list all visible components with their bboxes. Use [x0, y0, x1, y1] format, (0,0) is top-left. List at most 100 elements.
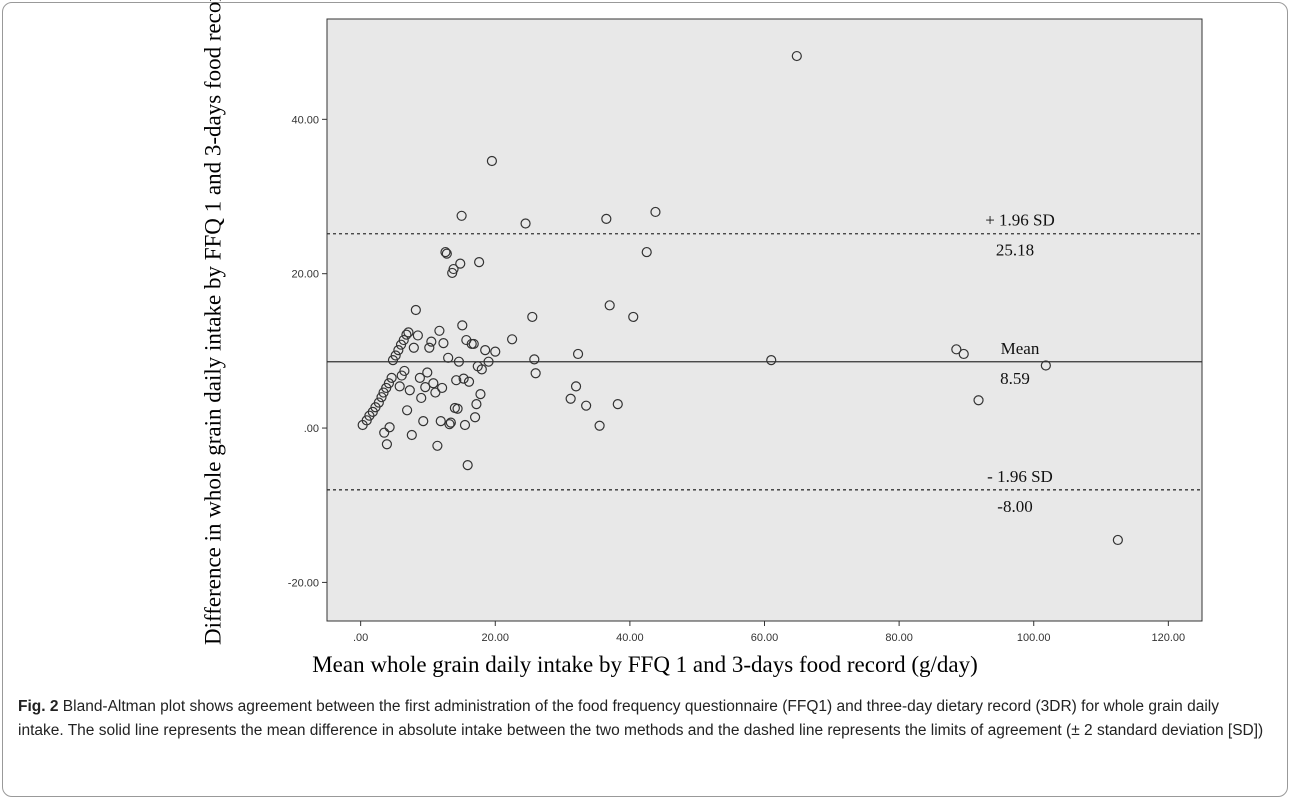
data-point	[530, 368, 541, 379]
y-tick-label: -20.00	[288, 577, 319, 589]
reference-line-name: Mean	[1001, 339, 1040, 358]
x-axis-title: Mean whole grain daily intake by FFQ 1 a…	[312, 652, 978, 677]
x-tick-label: 100.00	[1017, 632, 1051, 644]
data-point	[483, 356, 494, 367]
data-point	[486, 155, 498, 167]
x-tick-label: .00	[353, 632, 368, 644]
data-point	[604, 300, 615, 311]
data-point	[490, 346, 501, 357]
data-point	[471, 399, 482, 410]
data-point	[420, 382, 431, 393]
data-point	[422, 367, 433, 378]
data-point	[412, 330, 423, 341]
data-point	[436, 382, 448, 394]
data-point	[570, 381, 582, 392]
data-point	[612, 399, 623, 410]
y-tick-label: .00	[304, 423, 319, 435]
data-point	[475, 388, 486, 400]
data-point	[432, 440, 443, 451]
data-point	[452, 403, 463, 414]
caption-text: Bland-Altman plot shows agreement betwee…	[18, 698, 1264, 739]
reference-line-name: + 1.96 SD	[985, 211, 1055, 230]
data-point	[408, 342, 419, 353]
y-axis: -20.00 .00 20.00 40.00	[288, 114, 327, 589]
data-point	[403, 327, 414, 338]
data-point	[434, 325, 445, 336]
data-point	[476, 364, 487, 375]
data-point	[469, 412, 481, 423]
data-point	[435, 416, 446, 427]
data-point	[440, 246, 451, 258]
data-point	[791, 50, 802, 62]
data-point	[958, 348, 969, 360]
data-point	[383, 378, 395, 389]
data-point	[459, 419, 471, 431]
x-tick-label: 80.00	[885, 632, 913, 644]
data-point	[594, 420, 605, 431]
data-point	[474, 257, 485, 268]
data-point	[457, 320, 468, 331]
x-tick-label: 120.00	[1152, 632, 1186, 644]
data-point	[565, 393, 576, 404]
reference-line-value: 8.59	[1000, 369, 1030, 388]
x-tick-label: 60.00	[751, 632, 779, 644]
data-point	[455, 258, 466, 269]
data-point	[398, 334, 409, 346]
data-point	[401, 329, 412, 340]
data-point	[414, 372, 425, 383]
data-point	[572, 348, 584, 360]
data-point	[424, 342, 435, 353]
data-point	[418, 416, 429, 427]
data-point	[453, 356, 465, 367]
data-point	[394, 381, 405, 392]
data-point	[443, 352, 454, 363]
reference-line-name: - 1.96 SD	[987, 467, 1053, 486]
data-point	[456, 210, 467, 221]
data-point	[468, 338, 479, 350]
y-axis-title: Difference in whole grain daily intake b…	[200, 0, 226, 645]
data-point	[601, 213, 612, 224]
data-point	[373, 397, 384, 408]
data-point	[404, 385, 415, 396]
data-point	[444, 419, 455, 430]
data-point	[628, 311, 639, 323]
data-point	[520, 218, 531, 229]
data-point	[766, 355, 777, 366]
data-point	[951, 344, 962, 355]
data-point	[410, 304, 421, 316]
data-point	[527, 311, 538, 323]
data-point	[451, 375, 462, 386]
x-axis: .00 20.00 40.00 60.00 80.00 100.00 120.00	[353, 621, 1185, 644]
data-point	[480, 345, 491, 356]
data-point	[463, 376, 475, 387]
reference-line-value: -8.00	[997, 497, 1032, 516]
data-point	[386, 372, 397, 383]
data-point	[390, 350, 401, 361]
reference-line-labels: + 1.96 SD 25.18 Mean 8.59 - 1.96 SD -8.00	[985, 211, 1055, 516]
x-tick-label: 40.00	[616, 632, 644, 644]
data-point	[406, 429, 417, 441]
data-point	[379, 427, 390, 438]
data-point	[581, 400, 592, 411]
data-point	[430, 387, 441, 398]
data-point	[462, 459, 473, 471]
y-tick-label: 20.00	[291, 269, 319, 281]
data-point	[381, 439, 393, 450]
reference-line-value: 25.18	[996, 241, 1034, 260]
data-point	[650, 206, 661, 218]
data-point	[426, 336, 437, 347]
data-point	[641, 246, 652, 258]
data-point	[384, 422, 395, 433]
x-tick-label: 20.00	[482, 632, 510, 644]
data-point	[438, 338, 449, 349]
data-point	[1112, 534, 1123, 546]
data-point	[399, 365, 410, 377]
data-point	[445, 417, 456, 428]
data-point	[376, 392, 387, 403]
reference-lines	[327, 233, 1202, 491]
data-point	[448, 263, 459, 275]
data-point	[458, 373, 469, 384]
y-tick-label: 40.00	[291, 114, 319, 126]
